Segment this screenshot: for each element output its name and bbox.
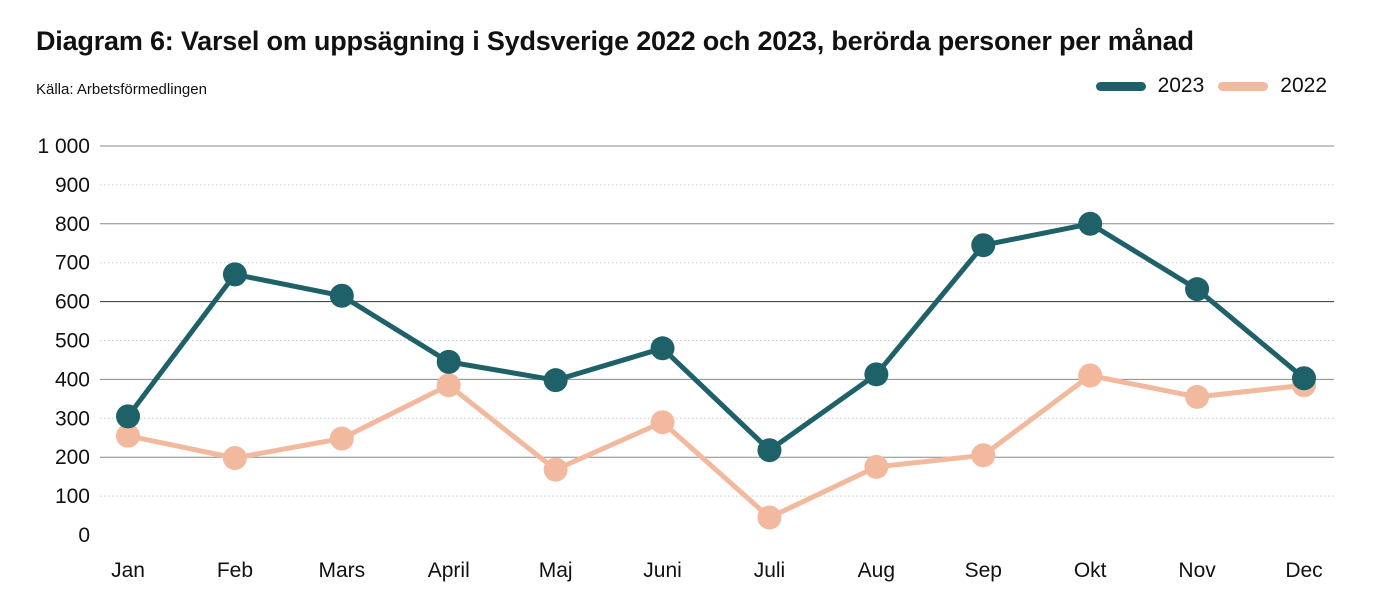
data-point-2022 [757, 505, 782, 530]
data-point-2023 [1292, 366, 1316, 391]
data-point-2023 [222, 262, 247, 287]
data-point-2023 [1078, 211, 1103, 236]
data-point-2023 [1185, 277, 1210, 302]
data-point-2022 [329, 426, 354, 451]
x-tick-label: Maj [539, 559, 573, 582]
data-point-2022 [1078, 363, 1103, 388]
data-point-2023 [436, 349, 461, 374]
y-tick-label: 100 [55, 485, 90, 508]
x-tick-label: Juli [754, 559, 786, 582]
data-point-2022 [864, 454, 889, 479]
y-tick-label: 300 [55, 407, 90, 430]
x-tick-label: Juni [643, 559, 682, 582]
data-point-2022 [650, 410, 675, 435]
data-point-2022 [1185, 384, 1210, 409]
data-point-2022 [543, 457, 568, 482]
chart-source: Källa: Arbetsförmedlingen [36, 81, 207, 98]
y-tick-label: 500 [55, 330, 90, 353]
chart-legend: 2023 2022 [1095, 74, 1327, 98]
series-line-2022 [125, 373, 1307, 520]
y-tick-label: 600 [55, 291, 90, 314]
x-tick-label: Sep [965, 559, 1002, 582]
x-tick-label: Aug [858, 559, 895, 582]
x-tick-label: Dec [1285, 559, 1322, 582]
y-tick-label: 700 [55, 252, 90, 275]
legend-label-2022: 2022 [1280, 74, 1327, 97]
legend-label-2023: 2023 [1157, 74, 1205, 97]
y-tick-label: 0 [78, 524, 90, 547]
x-tick-label: April [428, 559, 470, 582]
data-point-2023 [543, 368, 568, 393]
y-tick-label: 200 [55, 446, 90, 469]
data-point-2022 [222, 445, 247, 470]
x-tick-label: Jan [111, 559, 145, 582]
legend-swatch-2023 [1095, 81, 1146, 91]
series-line-2023 [125, 221, 1307, 453]
x-tick-label: Feb [217, 559, 253, 582]
data-point-2023 [971, 233, 996, 258]
chart-title: Diagram 6: Varsel om uppsägning i Sydsve… [36, 26, 1194, 56]
legend-swatch-2022 [1218, 81, 1269, 91]
data-point-2022 [116, 423, 140, 448]
y-tick-label: 400 [55, 368, 90, 391]
data-point-2022 [436, 373, 461, 398]
legend-item-2023: 2023 [1095, 74, 1205, 98]
legend-item-2022: 2022 [1218, 74, 1327, 98]
data-point-2023 [650, 336, 675, 361]
x-tick-label: Okt [1074, 559, 1107, 582]
x-tick-label: Nov [1178, 559, 1216, 582]
data-point-2023 [757, 438, 782, 463]
data-point-2023 [329, 283, 354, 308]
data-point-2023 [116, 404, 140, 429]
x-tick-label: Mars [318, 559, 365, 582]
y-tick-label: 900 [55, 174, 90, 197]
data-point-2023 [864, 362, 889, 387]
y-tick-label: 800 [55, 213, 90, 236]
y-tick-label: 1 000 [37, 135, 90, 158]
data-point-2022 [971, 443, 996, 468]
